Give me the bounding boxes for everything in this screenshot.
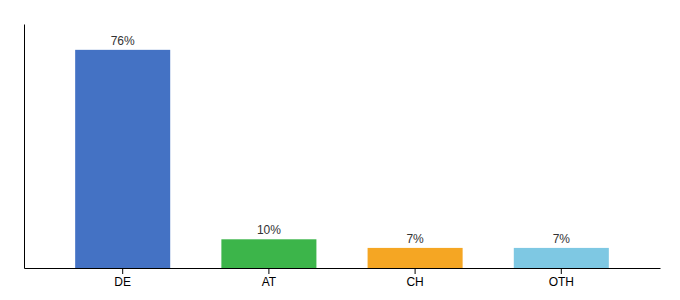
x-tick-label: CH [406, 275, 423, 289]
x-tick-mark [561, 268, 562, 274]
data-label: 76% [111, 34, 135, 48]
bar [514, 248, 609, 268]
x-tick: OTH [549, 268, 574, 289]
x-tick: AT [262, 268, 277, 289]
x-tick: DE [114, 268, 131, 289]
data-labels: 76% 10% 7% 7% [111, 34, 571, 246]
x-axis: DE AT CH OTH [25, 268, 661, 289]
chart-container: DE AT CH OTH 76% 10% 7% 7% [0, 0, 680, 300]
chart-svg: DE AT CH OTH 76% 10% 7% 7% [0, 0, 680, 300]
x-tick: CH [406, 268, 423, 289]
x-tick-mark [415, 268, 416, 274]
data-label: 7% [406, 232, 424, 246]
bar [221, 239, 316, 268]
data-label: 7% [553, 232, 571, 246]
x-axis-line [25, 268, 661, 269]
x-tick-mark [122, 268, 123, 274]
data-label: 10% [257, 223, 281, 237]
x-tick-mark [268, 268, 269, 274]
x-tick-label: AT [262, 275, 277, 289]
bar [75, 50, 170, 268]
bars [75, 50, 609, 268]
x-tick-label: DE [114, 275, 131, 289]
y-axis [24, 25, 25, 269]
bar [368, 248, 463, 268]
y-axis-line [24, 25, 25, 269]
x-tick-label: OTH [549, 275, 574, 289]
plot: DE AT CH OTH 76% 10% 7% 7% [25, 25, 661, 289]
